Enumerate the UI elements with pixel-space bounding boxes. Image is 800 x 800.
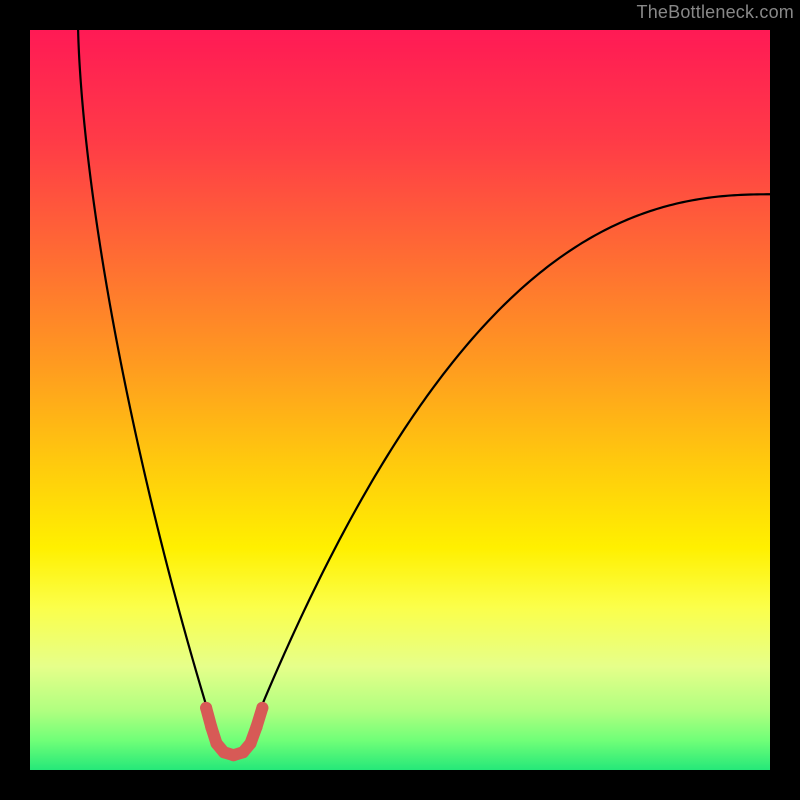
- gradient-background: [30, 30, 770, 770]
- bottleneck-chart: [30, 30, 770, 770]
- chart-plot-area: [30, 30, 770, 770]
- watermark-text: TheBottleneck.com: [637, 2, 794, 23]
